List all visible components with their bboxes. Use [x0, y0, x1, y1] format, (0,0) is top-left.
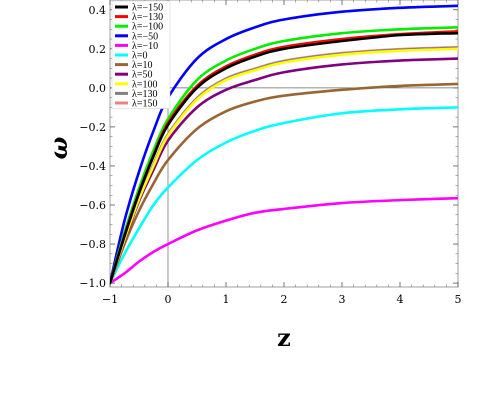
- legend-label: λ=−130: [132, 12, 163, 23]
- y-tick-label: −0.4: [79, 160, 106, 173]
- y-tick-label: 0.0: [89, 82, 107, 95]
- x-tick-label: 5: [455, 293, 462, 306]
- tick-marks: −1 0 1 2 3 4 5 −1.0 −0.8 −0.6 −0.4 −0.2 0.0 0.2 0.4: [79, 0, 462, 306]
- legend-label: λ=50: [132, 70, 153, 81]
- legend-label: λ=150: [132, 99, 158, 110]
- x-tick-label: −1: [102, 293, 118, 306]
- series-line-5: [110, 106, 458, 285]
- x-tick-label: 1: [223, 293, 230, 306]
- x-tick-label: 4: [397, 293, 404, 306]
- legend-label: λ=−100: [132, 22, 163, 33]
- x-tick-label: 0: [165, 293, 172, 306]
- legend-label: λ=−150: [132, 3, 163, 14]
- series-line-6: [110, 82, 458, 285]
- y-tick-label: 0.4: [89, 4, 107, 17]
- legend-label: λ=10: [132, 60, 153, 71]
- y-tick-label: −0.2: [79, 121, 106, 134]
- series-lines: [110, 4, 458, 285]
- x-tick-label: 3: [339, 293, 346, 306]
- series-line-4: [110, 196, 458, 285]
- legend-label: λ=100: [132, 79, 158, 90]
- y-tick-label: 0.2: [89, 43, 107, 56]
- x-tick-label: 2: [281, 293, 288, 306]
- y-tick-label: −0.6: [79, 199, 106, 212]
- series-line-0: [110, 31, 458, 285]
- y-axis-title: ω: [44, 136, 73, 159]
- legend: λ=−150λ=−130λ=−100λ=−50λ=−10λ=0λ=10λ=50λ…: [111, 0, 171, 110]
- series-line-3: [110, 4, 458, 285]
- legend-label: λ=−50: [132, 31, 158, 42]
- legend-label: λ=0: [132, 51, 148, 62]
- y-tick-label: −1.0: [79, 277, 106, 290]
- y-tick-label: −0.8: [79, 238, 106, 251]
- series-line-8: [110, 47, 458, 285]
- legend-label: λ=130: [132, 89, 158, 100]
- legend-label: λ=−10: [132, 41, 158, 52]
- x-axis-title: z: [277, 323, 291, 352]
